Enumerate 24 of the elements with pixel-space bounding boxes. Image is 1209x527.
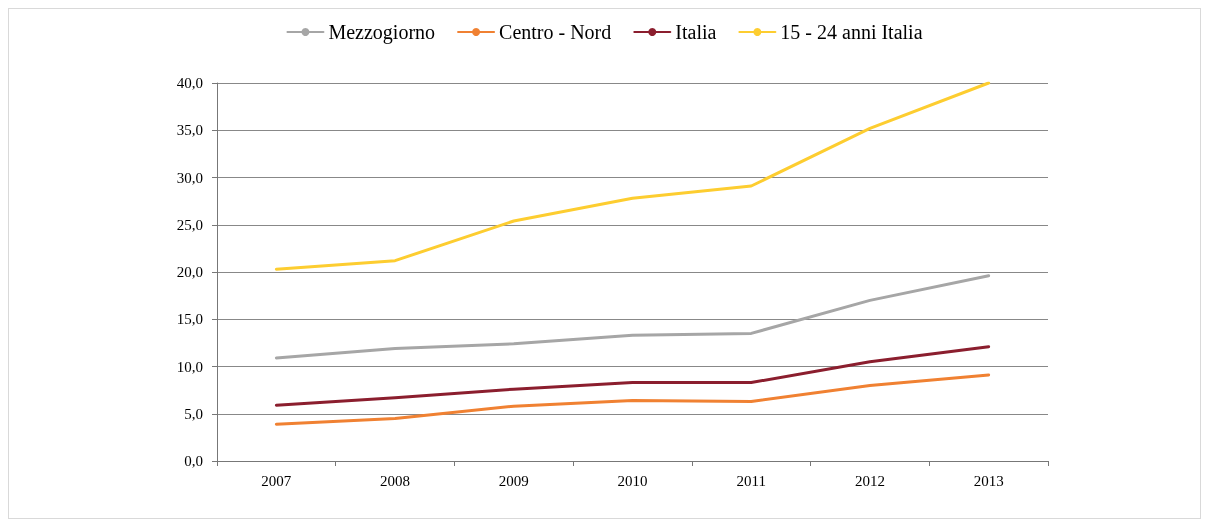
x-tick-label: 2013: [973, 472, 1004, 489]
line-series: [274, 373, 991, 426]
line-series: [274, 345, 991, 407]
y-tick-label: 20,0: [176, 264, 203, 280]
legend-label: 15 - 24 anni Italia: [780, 21, 923, 43]
legend-label: Mezzogiorno: [328, 21, 436, 44]
x-tick-label: 2009: [498, 472, 529, 489]
y-tick-label: 0,0: [184, 453, 203, 469]
x-tick-label: 2007: [261, 472, 292, 489]
x-tick-label: 2010: [617, 472, 648, 489]
line-series: [274, 274, 991, 360]
x-tick-label: 2012: [854, 472, 885, 489]
y-tick-label: 25,0: [176, 216, 203, 233]
y-tick-label: 35,0: [176, 122, 203, 139]
line-series: [274, 81, 991, 271]
x-tick-label: 2011: [736, 472, 766, 489]
y-tick-label: 40,0: [176, 75, 203, 91]
legend-label: Centro - Nord: [499, 21, 612, 43]
y-tick-label: 15,0: [176, 311, 203, 328]
y-tick-label: 30,0: [176, 169, 203, 186]
x-tick-label: 2008: [380, 472, 411, 489]
legend-label: Italia: [675, 21, 717, 43]
y-tick-label: 10,0: [176, 358, 203, 375]
y-tick-label: 5,0: [184, 405, 203, 422]
